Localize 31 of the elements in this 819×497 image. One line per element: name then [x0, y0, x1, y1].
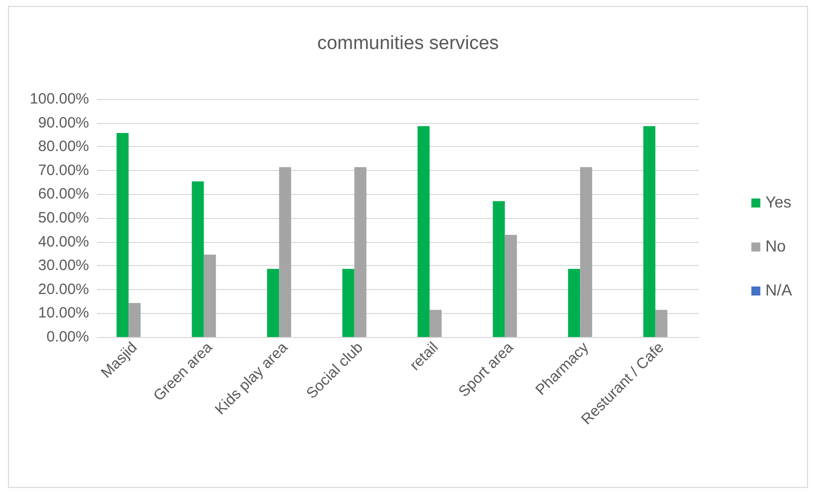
chart-title: communities services: [317, 33, 499, 54]
legend-label: N/A: [765, 282, 792, 300]
legend-label: Yes: [765, 194, 792, 212]
bar: [192, 181, 204, 337]
bar: [204, 254, 216, 337]
y-tick-label: 40.00%: [38, 233, 89, 250]
legend-label: No: [765, 238, 786, 256]
bar: [354, 167, 366, 337]
bar: [492, 201, 505, 337]
bar: [568, 268, 580, 337]
bar: [267, 268, 280, 337]
bar: [643, 126, 656, 337]
bar: [655, 310, 668, 337]
bar: [430, 310, 442, 337]
bar: [418, 126, 430, 337]
y-tick-label: 70.00%: [38, 162, 89, 179]
bar: [279, 167, 292, 337]
bar: [580, 167, 592, 337]
y-tick-label: 10.00%: [38, 304, 89, 322]
y-tick-label: 30.00%: [38, 257, 89, 274]
y-tick-label: 0.00%: [46, 328, 89, 346]
y-tick-label: 50.00%: [38, 210, 89, 226]
bar: [342, 268, 354, 337]
bar: [116, 133, 129, 337]
y-tick-label: 90.00%: [38, 114, 89, 132]
y-tick-label: 60.00%: [38, 186, 89, 203]
y-tick-label: 80.00%: [38, 138, 89, 156]
bar: [504, 234, 517, 337]
bar: [128, 302, 141, 337]
y-tick-label: 20.00%: [38, 280, 89, 298]
y-tick-label: 100.00%: [30, 90, 89, 108]
